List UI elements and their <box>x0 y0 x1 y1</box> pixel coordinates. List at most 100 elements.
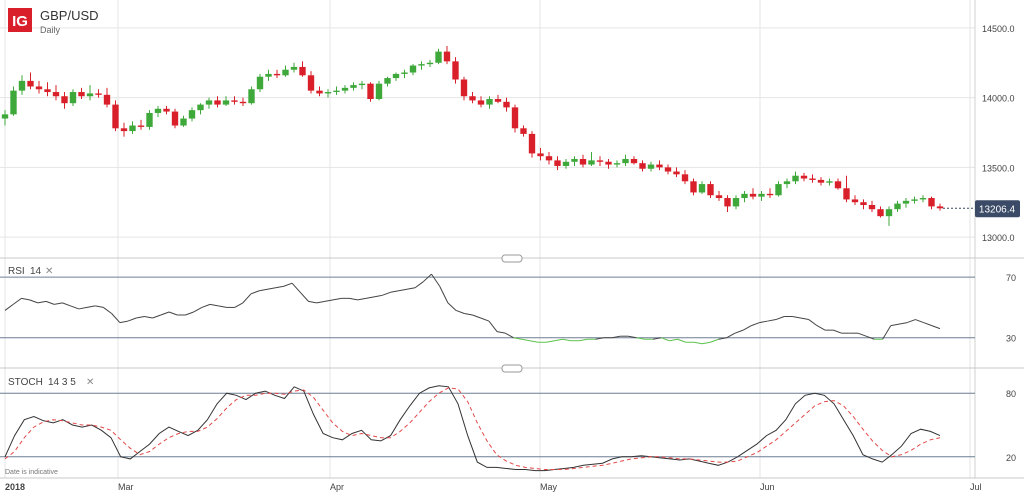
candle-body <box>613 163 621 165</box>
candle <box>452 57 459 84</box>
candle <box>103 87 111 108</box>
candle-body <box>69 92 77 104</box>
rsi-line-segment <box>160 311 170 316</box>
candle <box>622 154 629 166</box>
candle <box>180 115 187 127</box>
rsi-line-segment <box>242 293 252 304</box>
price-tick-label: 13500.0 <box>982 163 1015 173</box>
candle-body <box>749 193 757 197</box>
current-price-badge <box>975 200 1020 218</box>
candle <box>520 125 527 137</box>
candle <box>188 107 196 122</box>
rsi-line-segment <box>792 316 801 319</box>
rsi-line-segment <box>365 296 375 299</box>
candle <box>545 152 553 165</box>
candle <box>78 87 85 100</box>
candle <box>588 152 595 166</box>
candle <box>783 178 791 189</box>
candle-body <box>647 164 655 169</box>
rsi-line-segment <box>54 302 63 305</box>
rsi-line-segment <box>898 322 908 325</box>
candle-body <box>936 206 944 209</box>
rsi-line-segment <box>751 322 760 327</box>
candle-body <box>715 195 723 199</box>
candle <box>265 69 272 81</box>
candle-body <box>664 167 672 172</box>
candle <box>469 92 476 104</box>
rsi-line-segment <box>513 337 522 340</box>
candle <box>18 75 26 95</box>
rsi-line-segment <box>62 302 71 307</box>
candle <box>146 110 153 130</box>
stoch-close-icon[interactable]: ✕ <box>86 377 94 388</box>
candle <box>860 199 867 210</box>
candle <box>503 97 510 112</box>
candle <box>171 108 179 129</box>
rsi-line-segment <box>447 302 457 311</box>
candle <box>10 86 17 116</box>
rsi-line-segment <box>349 297 358 301</box>
rsi-line-segment <box>299 291 309 302</box>
rsi-line-segment <box>382 291 391 296</box>
rsi-line-segment <box>21 297 30 301</box>
candle-body <box>919 198 927 200</box>
candle-body <box>214 100 221 105</box>
rsi-params: 14 <box>30 266 42 277</box>
rsi-line-segment <box>595 337 604 340</box>
candle-body <box>894 203 901 210</box>
candle <box>384 76 391 87</box>
rsi-line-segment <box>201 303 211 308</box>
candle-body <box>112 104 119 129</box>
candle-body <box>809 178 816 180</box>
candle-body <box>231 100 238 102</box>
rsi-line-segment <box>857 332 867 337</box>
pane-resize-handle[interactable] <box>501 364 523 373</box>
rsi-line-segment <box>218 305 227 308</box>
candle <box>758 191 765 201</box>
candle-body <box>248 89 255 104</box>
candle <box>528 131 536 158</box>
rsi-line-segment <box>562 338 572 342</box>
candle-body <box>911 199 918 201</box>
candle-body <box>528 133 536 154</box>
pane-resize-handle[interactable] <box>501 254 523 263</box>
candle <box>613 160 621 168</box>
candle <box>936 203 944 211</box>
candle <box>137 119 145 130</box>
rsi-line-segment <box>488 320 498 332</box>
rsi-close-icon[interactable]: ✕ <box>45 266 53 277</box>
rsi-line-segment <box>915 319 924 324</box>
candle <box>554 156 561 171</box>
candle <box>197 103 204 115</box>
candle-body <box>681 174 689 182</box>
candle <box>205 97 213 109</box>
rsi-line-segment <box>390 290 399 293</box>
candle <box>732 195 740 210</box>
rsi-line-segment <box>660 337 670 342</box>
candle-body <box>851 199 859 203</box>
candle <box>443 46 451 65</box>
candle-body <box>562 161 570 166</box>
candle <box>894 200 901 212</box>
candle <box>639 160 646 172</box>
candle <box>222 96 230 106</box>
rsi-line-segment <box>78 306 88 310</box>
candle-body <box>307 75 315 91</box>
rsi-line-segment <box>439 286 449 304</box>
candle <box>435 48 442 65</box>
rsi-line-segment <box>628 335 637 339</box>
rsi-line-segment <box>316 300 325 304</box>
candle-body <box>392 73 400 79</box>
candle-body <box>409 65 417 73</box>
candle-body <box>129 125 136 132</box>
candle-body <box>630 158 638 164</box>
stoch-level-label: 80 <box>1006 389 1016 399</box>
candle-body <box>843 188 850 200</box>
rsi-line-segment <box>669 338 678 342</box>
candle <box>52 85 60 101</box>
candle-body <box>384 78 391 84</box>
candle-body <box>860 202 867 206</box>
rsi-line-segment <box>882 325 892 340</box>
